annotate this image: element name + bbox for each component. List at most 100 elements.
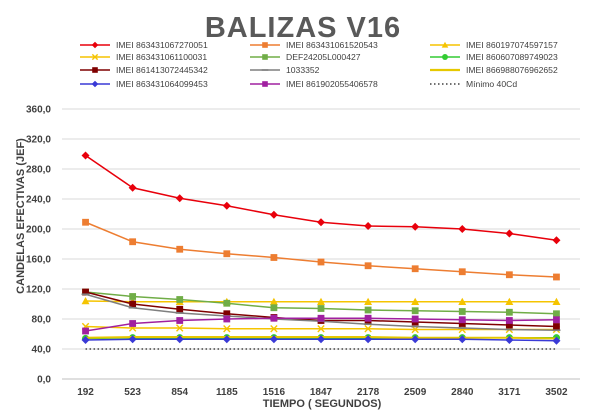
data-point <box>553 316 560 324</box>
data-point <box>458 335 467 344</box>
x-axis: 192 523 854 1185 1516 1847 2178 2509 2840 3171 350… <box>77 387 568 398</box>
data-point <box>270 254 278 261</box>
legend-entry: DEF24205L000427 <box>250 52 361 62</box>
series-imei-861902055406578 <box>82 314 560 335</box>
legend-entry: 1033352 <box>250 65 320 75</box>
y-tick-label: 280,0 <box>26 165 51 176</box>
data-point <box>458 225 467 233</box>
data-point <box>269 335 278 344</box>
data-point <box>458 268 466 276</box>
x-tick-label: 2840 <box>451 387 474 398</box>
data-point <box>91 41 99 49</box>
legend-label: DEF24205L000427 <box>286 52 361 62</box>
legend-entry: IMEI 860607089749023 <box>430 52 558 62</box>
data-point <box>262 42 268 48</box>
data-point <box>411 315 419 323</box>
y-tick-label: 0,0 <box>37 375 51 386</box>
y-axis: 0,0 40,0 80,0 120,0 160,0 200,0 240,0 280,0 320,… <box>26 105 51 386</box>
data-point <box>411 265 419 273</box>
data-point <box>552 297 561 305</box>
data-point <box>458 320 466 327</box>
data-point <box>411 297 420 305</box>
y-tick-label: 320,0 <box>26 135 51 146</box>
y-axis-title: CANDELAS EFECTIVAS (JEF) <box>15 138 27 294</box>
x-tick-label: 2509 <box>404 387 427 398</box>
data-point <box>364 314 372 322</box>
data-point <box>317 314 325 322</box>
data-point <box>222 335 231 344</box>
x-tick-label: 1516 <box>263 387 286 398</box>
data-point <box>553 310 560 318</box>
data-point <box>92 67 98 73</box>
data-point <box>442 54 448 60</box>
data-point <box>270 304 278 312</box>
series-imei-863431067270051 <box>81 151 561 245</box>
data-point <box>223 315 231 323</box>
data-point <box>82 327 89 335</box>
data-point <box>176 305 184 313</box>
y-tick-label: 120,0 <box>26 285 51 296</box>
data-point <box>411 335 420 344</box>
legend-entry: IMEI 863431061520543 <box>250 40 378 50</box>
series-line <box>85 154 557 241</box>
data-point <box>317 297 325 305</box>
data-point <box>82 218 89 226</box>
data-point <box>129 300 137 308</box>
legend-label: IMEI 861902055406578 <box>286 79 378 89</box>
series-imei-863431064099453 <box>81 335 561 345</box>
data-point <box>128 335 137 344</box>
y-tick-label: 200,0 <box>26 225 51 236</box>
data-point <box>364 222 373 230</box>
series-def24205l000427 <box>82 288 560 318</box>
data-point <box>441 41 449 48</box>
x-tick-label: 1185 <box>216 387 238 398</box>
legend-label: IMEI 863431067270051 <box>116 40 208 50</box>
data-point <box>505 271 513 279</box>
data-point <box>505 317 513 324</box>
data-point <box>81 297 90 305</box>
data-point <box>262 54 268 60</box>
data-point <box>317 258 325 266</box>
y-tick-label: 40,0 <box>32 345 52 356</box>
legend-label: IMEI 866988076962652 <box>466 65 558 75</box>
x-axis-title: TIEMPO ( SEGUNDOS) <box>263 398 382 410</box>
data-point <box>552 236 561 245</box>
legend-label: IMEI 860197074597157 <box>466 40 558 50</box>
data-point <box>176 296 184 303</box>
x-tick-label: 192 <box>77 387 94 398</box>
y-tick-label: 80,0 <box>32 315 52 326</box>
legend-entry: IMEI 866988076962652 <box>430 65 558 75</box>
data-point <box>270 325 278 333</box>
data-point <box>223 299 231 307</box>
x-tick-label: 523 <box>124 387 141 398</box>
x-tick-label: 3502 <box>545 387 568 398</box>
series-line <box>85 221 557 278</box>
data-point <box>317 325 325 333</box>
data-point <box>82 288 89 296</box>
y-tick-label: 240,0 <box>26 195 51 206</box>
data-point <box>458 297 467 305</box>
data-point <box>269 210 278 219</box>
data-point <box>364 325 372 333</box>
data-point <box>505 321 513 329</box>
legend-label: IMEI 860607089749023 <box>466 52 558 62</box>
data-point <box>129 293 137 300</box>
legend-entry: IMEI 863431064099453 <box>80 79 208 89</box>
data-point <box>129 320 137 327</box>
data-point <box>364 335 373 344</box>
x-tick-label: 854 <box>171 387 188 398</box>
legend-entry: IMEI 863431067270051 <box>80 40 208 50</box>
legend-label: 1033352 <box>286 65 320 75</box>
legend-entry: IMEI 861902055406578 <box>250 79 378 89</box>
legend-label: IMEI 861413072445342 <box>116 65 208 75</box>
chart-title: BALIZAS V16 <box>205 12 401 44</box>
data-point <box>505 308 513 316</box>
data-point <box>223 325 231 333</box>
data-point <box>317 218 325 227</box>
data-point <box>262 81 268 87</box>
data-point <box>411 307 419 315</box>
data-point <box>364 306 372 314</box>
data-point <box>176 317 184 324</box>
data-point <box>411 325 419 334</box>
